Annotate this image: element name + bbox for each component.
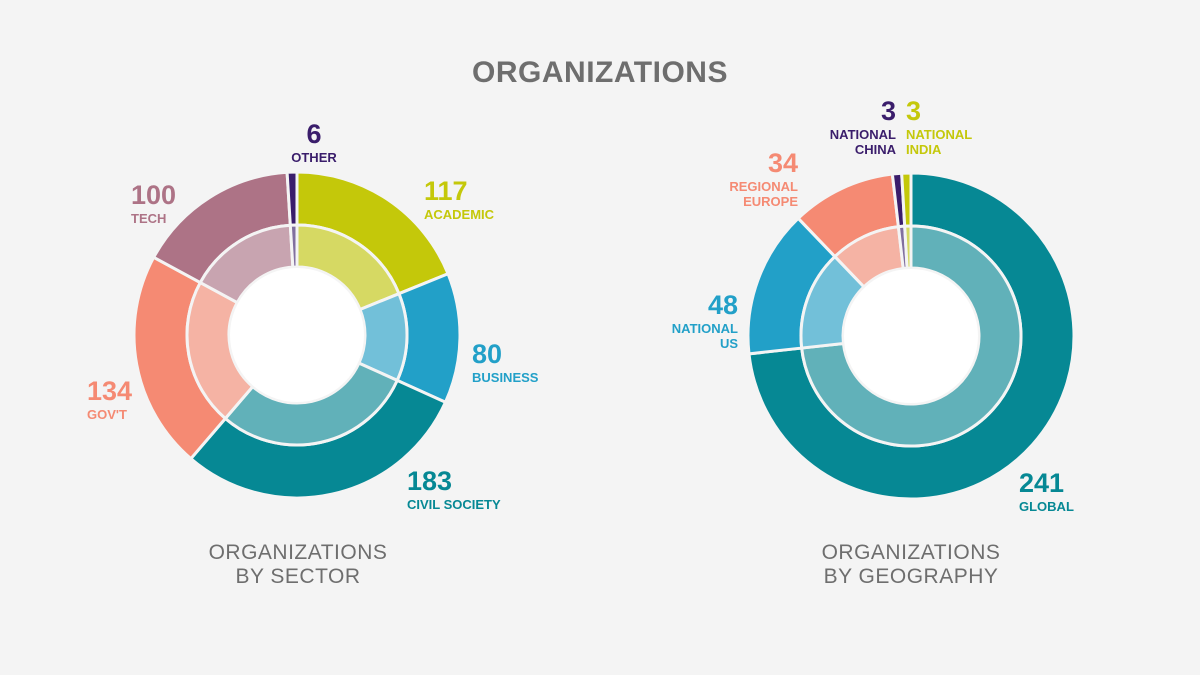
sector-chart-title: ORGANIZATIONS BY SECTOR [208, 541, 388, 588]
slice-inner-ring [800, 224, 1023, 448]
label-national-china: 3 NATIONAL CHINA [829, 96, 896, 158]
slice-inner-ring [903, 224, 913, 270]
donut-hole [844, 269, 978, 403]
label-academic: 117 ACADEMIC [424, 176, 495, 223]
slice-inner-ring [223, 361, 399, 447]
main-title: ORGANIZATIONS [472, 56, 728, 89]
slice-inner-ring [288, 223, 299, 269]
sector-donut-chart [132, 170, 462, 500]
slice-other [285, 170, 299, 269]
slice-global [747, 171, 1076, 501]
label-regional-europe: 34 REGIONAL EUROPE [729, 148, 798, 210]
slice-regional-europe [796, 172, 905, 289]
label-tech: 100 TECH [131, 180, 177, 227]
donut-hole [230, 268, 364, 402]
slice-national-us [746, 216, 866, 356]
slice-business [357, 272, 462, 404]
slice-national-india [900, 171, 913, 270]
label-civil-society: 183 CIVIL SOCIETY [407, 466, 501, 513]
label-global: 241 GLOBAL [1019, 468, 1074, 515]
label-national-us: 48 NATIONAL US [671, 290, 738, 352]
slice-gov-t [132, 255, 255, 461]
label-govt: 134 GOV'T [87, 376, 133, 423]
label-business: 80 BUSINESS [472, 339, 539, 386]
slice-civil-society [189, 361, 447, 500]
label-national-india: 3 NATIONAL INDIA [906, 96, 973, 158]
slice-outer-ring [900, 171, 913, 228]
label-other: 6 OTHER [291, 119, 337, 166]
geography-chart-title: ORGANIZATIONS BY GEOGRAPHY [821, 541, 1001, 588]
